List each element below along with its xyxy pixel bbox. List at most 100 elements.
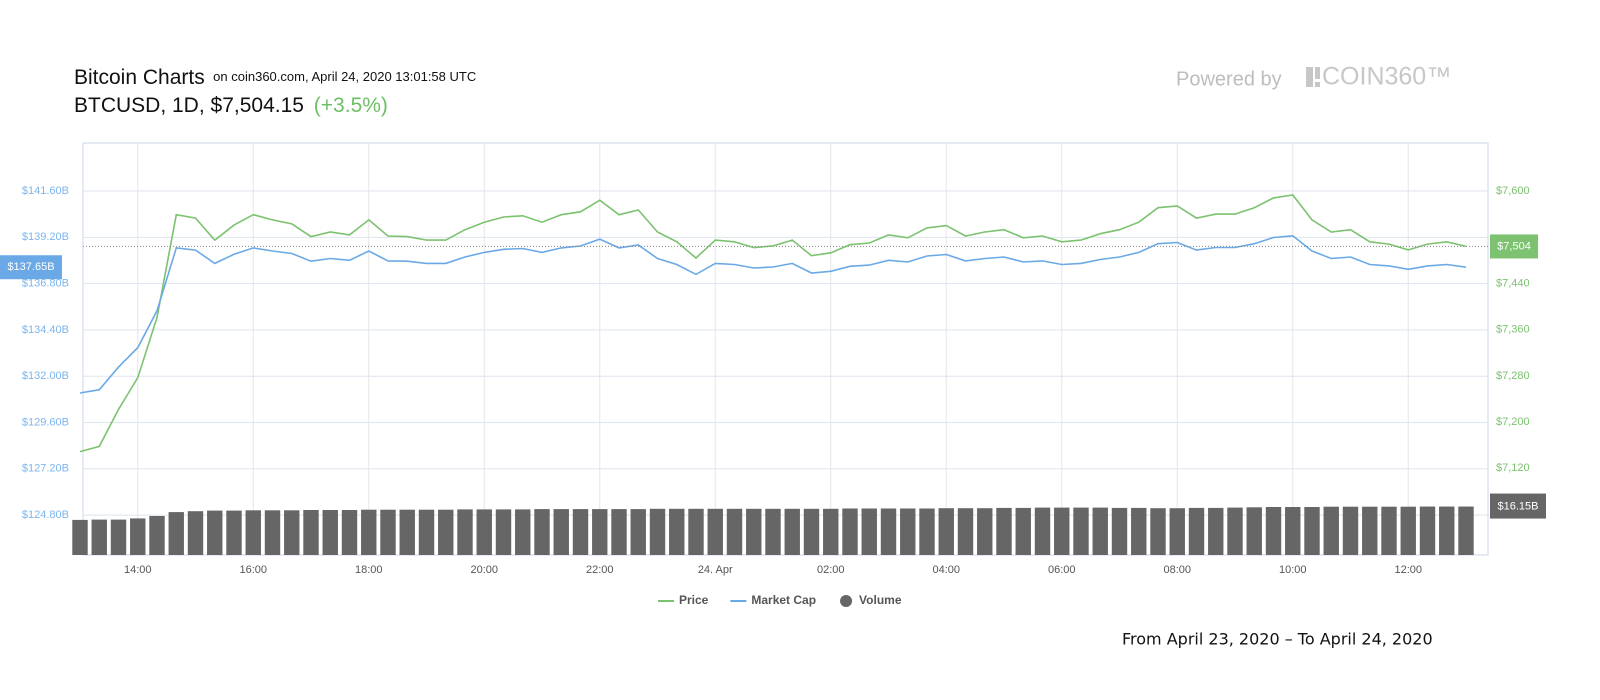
volume-bar bbox=[303, 510, 319, 555]
volume-bar bbox=[1188, 507, 1205, 555]
x-tick-label: 24. Apr bbox=[698, 564, 733, 576]
volume-bar bbox=[1054, 507, 1070, 555]
header-line: Bitcoin Charts on coin360.com, April 24,… bbox=[74, 66, 476, 89]
y-tick-label: $127.20B bbox=[22, 463, 69, 475]
y2-tick-label: $7,280 bbox=[1496, 370, 1530, 382]
volume-bar bbox=[1362, 506, 1378, 555]
y2-tick-label: $7,120 bbox=[1496, 462, 1530, 474]
x-tick-label: 04:00 bbox=[932, 564, 960, 576]
volume-bar bbox=[1323, 506, 1339, 555]
volume-bar bbox=[1419, 506, 1436, 555]
ticker: BTCUSD, 1D, $7,504.15 bbox=[74, 94, 304, 117]
volume-bar bbox=[418, 509, 435, 555]
x-tick-label: 22:00 bbox=[586, 564, 614, 576]
legend-label[interactable]: Price bbox=[679, 593, 709, 607]
volume-bar bbox=[476, 509, 492, 555]
volume-bar bbox=[900, 508, 916, 555]
legend-label[interactable]: Market Cap bbox=[751, 593, 816, 607]
badge-label: $7,504 bbox=[1497, 240, 1531, 252]
logo-bar bbox=[1315, 67, 1320, 79]
volume-bar bbox=[1227, 507, 1243, 555]
volume-bar bbox=[765, 508, 781, 555]
volume-bar bbox=[1265, 507, 1282, 555]
volume-bar bbox=[380, 509, 396, 555]
volume-bar bbox=[399, 509, 415, 555]
volume-bar bbox=[688, 508, 704, 555]
volume-bar bbox=[1400, 506, 1416, 555]
volume-bar bbox=[669, 508, 685, 555]
volume-bar bbox=[110, 519, 127, 555]
volume-bar bbox=[1208, 507, 1224, 555]
volume-bar bbox=[823, 508, 839, 555]
volume-bar bbox=[746, 508, 762, 555]
x-tick-label: 02:00 bbox=[817, 564, 845, 576]
volume-bar bbox=[1246, 507, 1262, 555]
volume-bar bbox=[72, 519, 88, 555]
volume-bar bbox=[592, 509, 608, 555]
volume-bar bbox=[649, 508, 666, 555]
change: (+3.5%) bbox=[314, 94, 388, 117]
volume-bar bbox=[726, 508, 743, 555]
subtitle: on coin360.com, April 24, 2020 13:01:58 … bbox=[213, 69, 476, 84]
volume-bar bbox=[919, 508, 935, 555]
y-tick-label: $129.60B bbox=[22, 416, 69, 428]
volume-bar bbox=[130, 518, 146, 555]
volume-bar bbox=[572, 509, 589, 555]
legend-symbol[interactable] bbox=[840, 595, 853, 607]
volume-bar bbox=[784, 508, 800, 555]
x-tick-label: 12:00 bbox=[1394, 564, 1422, 576]
volume-bar bbox=[515, 509, 531, 555]
volume-bar bbox=[1092, 507, 1108, 555]
y-tick-label: $139.20B bbox=[22, 231, 69, 243]
volume-bar bbox=[1131, 507, 1147, 555]
x-tick-label: 10:00 bbox=[1279, 564, 1307, 576]
y-tick-label: $132.00B bbox=[22, 370, 69, 382]
badge-label: $16.15B bbox=[1498, 500, 1539, 512]
series-line bbox=[79, 194, 1467, 453]
badge-label: $137.65B bbox=[7, 261, 54, 273]
y2-tick-label: $7,360 bbox=[1496, 324, 1530, 336]
volume-bar bbox=[245, 510, 261, 555]
legend-label[interactable]: Volume bbox=[859, 593, 902, 607]
volume-bar bbox=[630, 509, 646, 555]
volume-bar bbox=[495, 509, 512, 555]
volume-bar bbox=[226, 510, 242, 555]
y2-tick-label: $7,200 bbox=[1496, 416, 1530, 428]
logo-dot bbox=[1315, 82, 1320, 87]
volume-bar bbox=[91, 519, 107, 555]
y-tick-label: $141.60B bbox=[22, 185, 69, 197]
volume-bar bbox=[534, 509, 550, 555]
volume-bar bbox=[938, 508, 954, 555]
x-tick-label: 16:00 bbox=[239, 564, 267, 576]
x-tick-label: 20:00 bbox=[470, 564, 498, 576]
volume-bar bbox=[264, 510, 281, 555]
badge bbox=[0, 255, 62, 280]
volume-bar bbox=[553, 509, 569, 555]
volume-bar bbox=[1073, 507, 1089, 555]
volume-bar bbox=[861, 508, 877, 555]
plot-frame bbox=[82, 142, 1489, 556]
volume-bar bbox=[322, 510, 338, 555]
volume-bar bbox=[880, 508, 897, 555]
volume-bar bbox=[1150, 508, 1166, 555]
powered-by: Powered by bbox=[1176, 68, 1282, 90]
brand-logo bbox=[1306, 67, 1320, 87]
badge bbox=[1490, 493, 1546, 519]
volume-bar bbox=[284, 510, 300, 555]
x-tick-label: 08:00 bbox=[1163, 564, 1191, 576]
volume-bar bbox=[977, 508, 993, 555]
volume-bar bbox=[207, 510, 223, 555]
volume-bar bbox=[168, 512, 184, 555]
volume-bar bbox=[1034, 507, 1051, 555]
title: Bitcoin Charts bbox=[74, 66, 205, 89]
volume-bar bbox=[361, 509, 377, 555]
volume-bar bbox=[1458, 506, 1474, 555]
y-tick-label: $124.80B bbox=[22, 509, 69, 521]
x-tick-label: 18:00 bbox=[355, 564, 383, 576]
x-tick-label: 06:00 bbox=[1048, 564, 1076, 576]
ticker-line: BTCUSD, 1D, $7,504.15 (+3.5%) bbox=[74, 94, 388, 117]
volume-bar bbox=[1342, 506, 1359, 555]
y-tick-label: $134.40B bbox=[22, 324, 69, 336]
volume-bar bbox=[957, 508, 974, 555]
